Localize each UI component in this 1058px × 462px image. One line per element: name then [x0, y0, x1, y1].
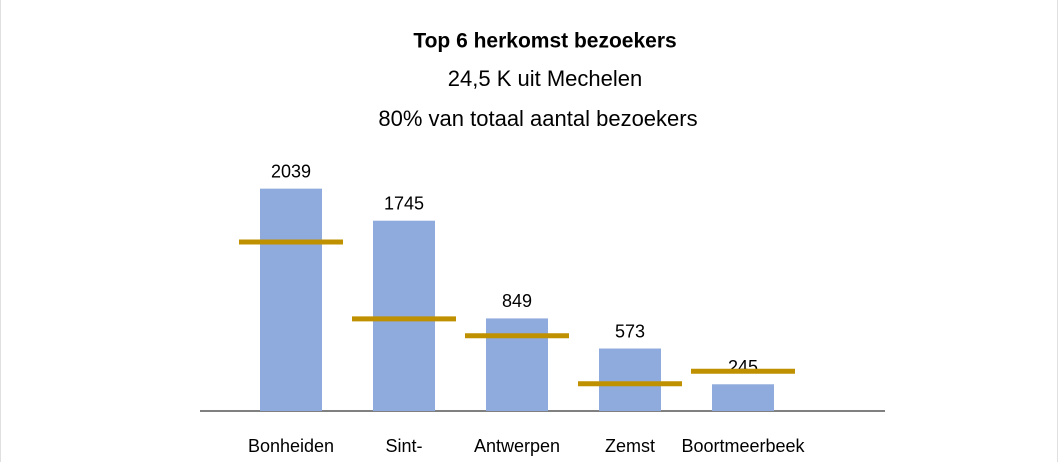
chart-subtitle: 80% van totaal aantal bezoekers — [378, 106, 697, 131]
bar — [486, 318, 548, 411]
bar — [373, 220, 435, 411]
chart-subtitle: 24,5 K uit Mechelen — [448, 66, 642, 91]
data-label: 2039 — [271, 161, 311, 181]
chart-title: Top 6 herkomst bezoekers — [413, 30, 676, 53]
x-tick-label: Antwerpen — [474, 436, 560, 456]
x-tick-label: Zemst — [605, 436, 655, 456]
bar — [712, 384, 774, 411]
x-tick-label: Boortmeerbeek — [681, 436, 805, 456]
x-tick-label: Sint- — [385, 436, 422, 456]
data-label: 245 — [728, 357, 758, 377]
data-label: 1745 — [384, 193, 424, 213]
bar — [260, 188, 322, 411]
data-label: 849 — [502, 291, 532, 311]
data-label: 573 — [615, 321, 645, 341]
bar — [599, 348, 661, 411]
x-tick-label: Bonheiden — [248, 436, 334, 456]
